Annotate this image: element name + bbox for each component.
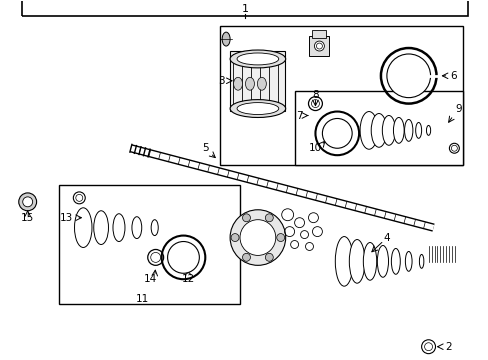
- Circle shape: [322, 118, 351, 148]
- Ellipse shape: [230, 50, 285, 68]
- Ellipse shape: [404, 120, 412, 141]
- Text: 6: 6: [449, 71, 456, 81]
- Bar: [60, 185, 240, 304]
- Circle shape: [265, 253, 273, 261]
- Text: 4: 4: [383, 233, 389, 243]
- Ellipse shape: [257, 77, 266, 90]
- Ellipse shape: [237, 103, 278, 114]
- Text: 5: 5: [202, 143, 208, 153]
- Circle shape: [276, 234, 284, 242]
- Ellipse shape: [370, 113, 386, 147]
- Ellipse shape: [74, 208, 92, 247]
- Text: 11: 11: [136, 294, 149, 304]
- Bar: [312, 30, 325, 38]
- Ellipse shape: [405, 251, 411, 271]
- Bar: [230, 51, 284, 111]
- Circle shape: [230, 210, 285, 265]
- Circle shape: [22, 197, 33, 207]
- Text: 1: 1: [241, 4, 248, 14]
- Ellipse shape: [222, 32, 230, 46]
- Ellipse shape: [419, 255, 423, 268]
- Circle shape: [167, 242, 199, 273]
- Ellipse shape: [363, 243, 376, 280]
- Ellipse shape: [237, 53, 278, 65]
- Text: 14: 14: [144, 274, 157, 284]
- Circle shape: [314, 41, 324, 51]
- Circle shape: [386, 54, 429, 98]
- Bar: [220, 26, 462, 165]
- Text: 10: 10: [308, 143, 322, 153]
- Ellipse shape: [94, 211, 108, 244]
- Ellipse shape: [377, 246, 387, 277]
- Circle shape: [265, 214, 273, 222]
- Ellipse shape: [132, 217, 142, 239]
- Ellipse shape: [113, 214, 125, 242]
- Circle shape: [242, 214, 250, 222]
- Ellipse shape: [359, 112, 377, 149]
- Bar: [309, 36, 328, 56]
- Ellipse shape: [426, 125, 430, 135]
- Circle shape: [240, 220, 275, 255]
- Bar: [294, 91, 462, 165]
- Ellipse shape: [348, 239, 364, 283]
- Text: 9: 9: [454, 104, 461, 113]
- Circle shape: [242, 253, 250, 261]
- Text: 15: 15: [21, 213, 34, 223]
- Ellipse shape: [230, 100, 285, 117]
- Circle shape: [231, 234, 239, 242]
- Text: 2: 2: [445, 342, 451, 352]
- Ellipse shape: [390, 248, 400, 274]
- Text: 12: 12: [182, 274, 195, 284]
- Circle shape: [19, 193, 37, 211]
- Ellipse shape: [245, 77, 254, 90]
- Ellipse shape: [382, 116, 395, 145]
- Ellipse shape: [151, 220, 158, 235]
- Ellipse shape: [233, 77, 242, 90]
- Text: 8: 8: [311, 90, 318, 100]
- Ellipse shape: [415, 122, 421, 138]
- Text: 7: 7: [295, 111, 302, 121]
- Text: 13: 13: [60, 213, 73, 223]
- Text: 3: 3: [218, 76, 224, 86]
- Ellipse shape: [393, 117, 403, 143]
- Ellipse shape: [335, 237, 352, 286]
